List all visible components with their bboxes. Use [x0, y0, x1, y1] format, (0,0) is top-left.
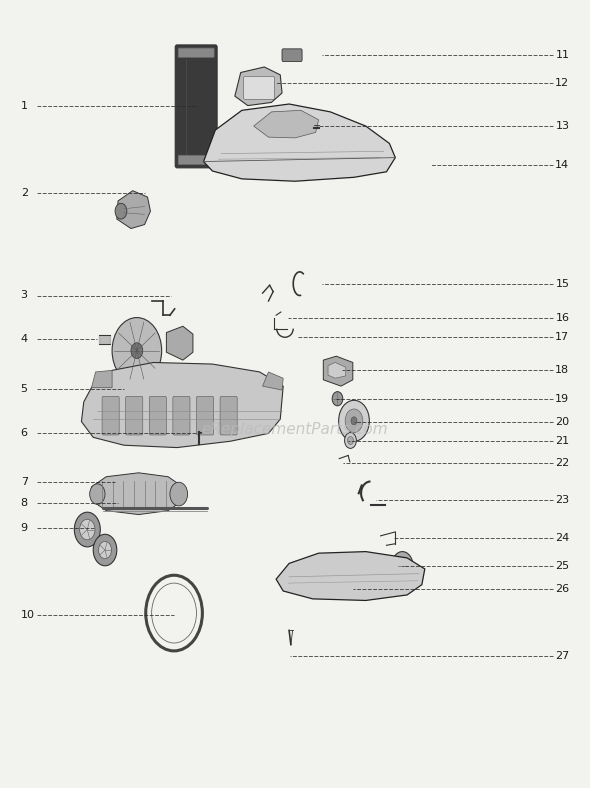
FancyBboxPatch shape — [220, 396, 237, 435]
Circle shape — [90, 484, 105, 504]
Polygon shape — [91, 370, 112, 388]
Text: 5: 5 — [21, 385, 28, 394]
Polygon shape — [117, 191, 150, 229]
Text: 25: 25 — [555, 561, 569, 571]
Polygon shape — [328, 362, 346, 378]
Polygon shape — [204, 104, 395, 181]
Text: 4: 4 — [21, 334, 28, 344]
Text: 2: 2 — [21, 188, 28, 198]
Text: 20: 20 — [555, 418, 569, 427]
FancyBboxPatch shape — [178, 155, 214, 165]
FancyBboxPatch shape — [282, 49, 302, 61]
Text: 21: 21 — [555, 437, 569, 446]
Text: 27: 27 — [555, 652, 569, 661]
Text: 22: 22 — [555, 459, 569, 468]
Text: 7: 7 — [21, 478, 28, 487]
FancyBboxPatch shape — [178, 48, 214, 58]
Text: 9: 9 — [21, 523, 28, 533]
Circle shape — [345, 409, 363, 433]
Circle shape — [351, 417, 357, 425]
Polygon shape — [276, 552, 425, 600]
Text: 24: 24 — [555, 533, 569, 543]
Circle shape — [131, 343, 143, 359]
Circle shape — [348, 437, 353, 444]
Text: 11: 11 — [555, 50, 569, 60]
FancyBboxPatch shape — [149, 396, 166, 435]
FancyBboxPatch shape — [173, 396, 190, 435]
Circle shape — [345, 433, 356, 448]
Text: 6: 6 — [21, 429, 28, 438]
Polygon shape — [91, 473, 183, 515]
Circle shape — [115, 203, 127, 219]
Text: 1: 1 — [21, 102, 28, 111]
Text: 16: 16 — [555, 314, 569, 323]
Text: 14: 14 — [555, 161, 569, 170]
Circle shape — [339, 400, 369, 441]
Circle shape — [392, 552, 413, 580]
Circle shape — [332, 392, 343, 406]
Circle shape — [80, 519, 95, 540]
Circle shape — [112, 318, 162, 384]
Text: 17: 17 — [555, 333, 569, 342]
Circle shape — [93, 534, 117, 566]
FancyBboxPatch shape — [196, 396, 214, 435]
Text: 26: 26 — [555, 585, 569, 594]
Circle shape — [170, 482, 188, 506]
Text: 23: 23 — [555, 495, 569, 504]
Text: 8: 8 — [21, 498, 28, 507]
FancyBboxPatch shape — [102, 396, 119, 435]
Text: 13: 13 — [555, 121, 569, 131]
Polygon shape — [263, 372, 283, 390]
Polygon shape — [254, 110, 319, 138]
Circle shape — [74, 512, 100, 547]
Text: 10: 10 — [21, 610, 35, 619]
Circle shape — [99, 541, 112, 559]
Circle shape — [396, 558, 408, 574]
Polygon shape — [235, 67, 282, 106]
Polygon shape — [81, 362, 283, 448]
Polygon shape — [166, 326, 193, 360]
Polygon shape — [323, 356, 353, 386]
Text: 19: 19 — [555, 394, 569, 403]
Text: 3: 3 — [21, 291, 28, 300]
Text: 15: 15 — [555, 279, 569, 288]
FancyBboxPatch shape — [175, 45, 217, 168]
FancyBboxPatch shape — [126, 396, 143, 435]
Text: eReplacementParts.com: eReplacementParts.com — [202, 422, 388, 437]
Text: 18: 18 — [555, 366, 569, 375]
Text: 12: 12 — [555, 78, 569, 87]
FancyBboxPatch shape — [244, 76, 274, 99]
